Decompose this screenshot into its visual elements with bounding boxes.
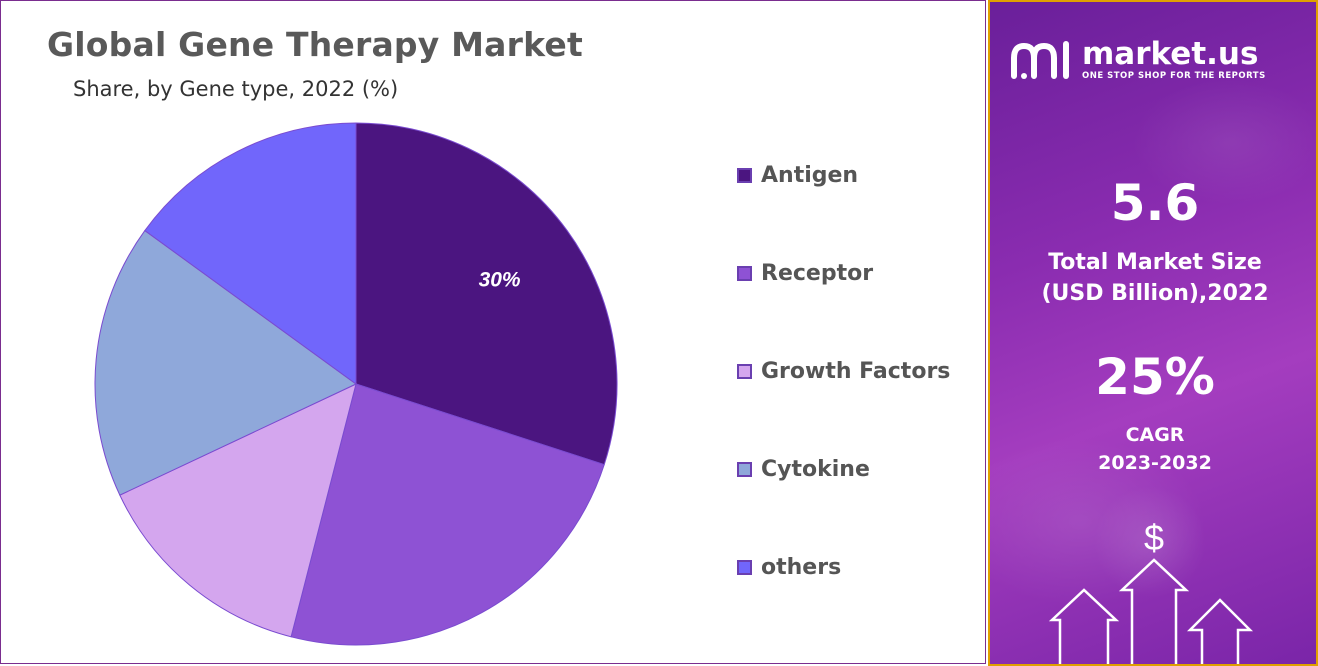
legend-label: Receptor <box>761 260 874 286</box>
legend-label: Cytokine <box>761 456 870 482</box>
pie-slice-antigen <box>355 122 618 466</box>
legend-label: others <box>761 554 842 580</box>
cagr-value: 25% <box>1095 348 1215 406</box>
pie-slice-others <box>144 122 357 385</box>
market-size-label: Total Market Size <box>1048 250 1262 275</box>
pie-slice-cytokine <box>94 229 357 496</box>
chart-legend: Antigen Receptor Growth Factors Cytokine oth… <box>737 159 950 583</box>
legend-swatch <box>737 167 752 183</box>
legend-swatch <box>737 461 752 477</box>
legend-item-growth-factors: Growth Factors <box>737 355 950 387</box>
pie-slice-growth-factors <box>119 383 357 638</box>
background-decoration <box>990 2 1316 664</box>
legend-swatch <box>737 363 752 379</box>
brand-tagline: ONE STOP SHOP FOR THE REPORTS <box>1082 71 1266 81</box>
legend-swatch <box>737 265 752 281</box>
legend-swatch <box>737 559 752 575</box>
chart-title: Global Gene Therapy Market <box>47 25 583 64</box>
summary-panel: market.us ONE STOP SHOP FOR THE REPORTS … <box>988 0 1318 666</box>
dollar-icon: $ <box>1144 517 1164 558</box>
brand-name: market.us <box>1082 36 1259 72</box>
pie-chart: 30% <box>94 122 618 646</box>
market-size-value: 5.6 <box>1110 174 1200 232</box>
legend-item-antigen: Antigen <box>737 159 950 191</box>
legend-item-receptor: Receptor <box>737 257 950 289</box>
market-size-unit: (USD Billion),2022 <box>1041 281 1269 306</box>
legend-item-cytokine: Cytokine <box>737 453 950 485</box>
cagr-period: 2023-2032 <box>1098 452 1212 474</box>
growth-arrows-icon: $ <box>1048 517 1254 664</box>
cagr-label: CAGR <box>1125 424 1185 446</box>
data-label-antigen: 30% <box>479 269 521 292</box>
brand: market.us ONE STOP SHOP FOR THE REPORTS <box>1010 36 1266 84</box>
legend-item-others: others <box>737 551 950 583</box>
legend-label: Growth Factors <box>761 358 951 384</box>
chart-subtitle: Share, by Gene type, 2022 (%) <box>73 77 399 101</box>
chart-panel: Global Gene Therapy Market Share, by Gen… <box>0 0 986 664</box>
legend-label: Antigen <box>761 162 859 188</box>
pie-slice-receptor <box>290 383 605 646</box>
market-us-logo-icon <box>1011 41 1069 79</box>
